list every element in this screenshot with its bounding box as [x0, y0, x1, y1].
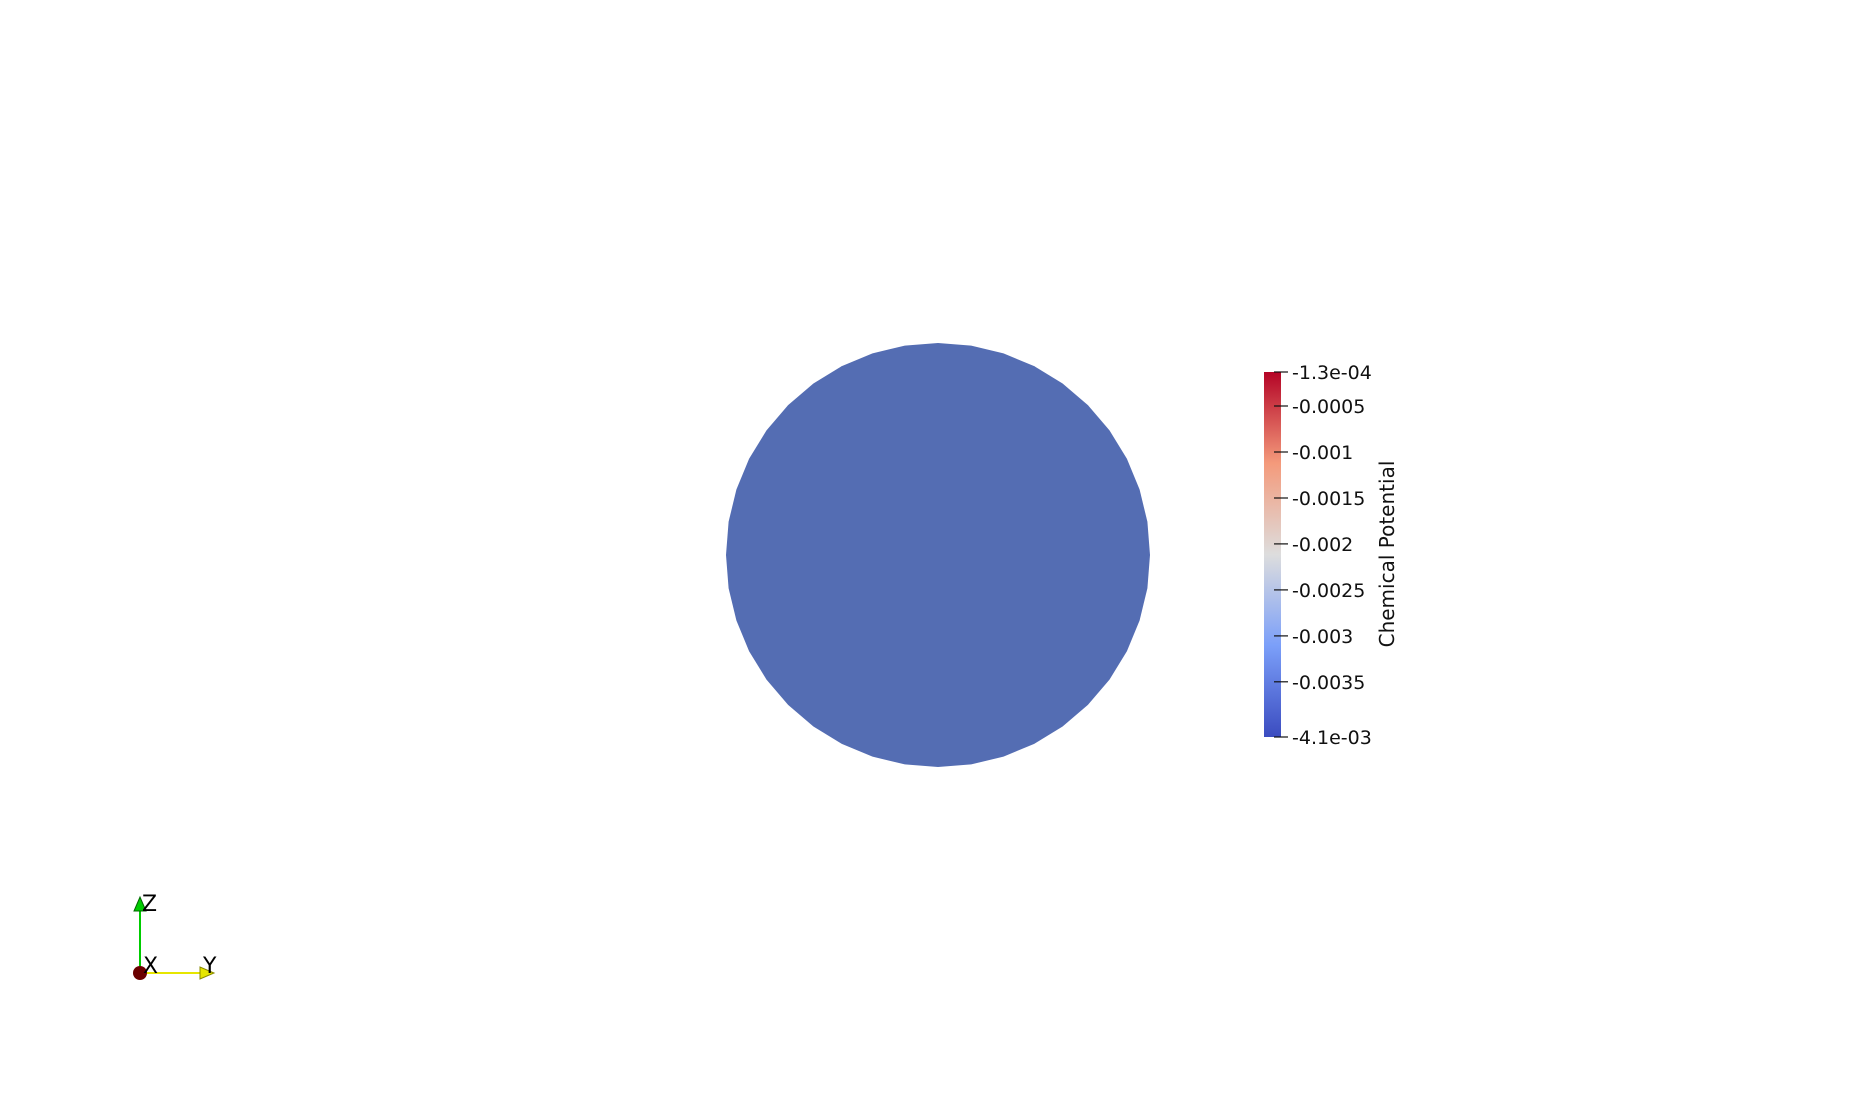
colorbar-ticks: -1.3e-04 -0.0005 -0.001 -0.0015 -0.002 -0.002… [1274, 362, 1372, 749]
colorbar-title: Chemical Potential [1375, 461, 1399, 648]
x-axis-dot-icon [133, 966, 147, 980]
colorbar-legend: -1.3e-04 -0.0005 -0.001 -0.0015 -0.002 -0.002… [1264, 362, 1399, 749]
colorbar-tick-label: -0.001 [1292, 442, 1353, 464]
orientation-axes-widget: Z X Y [133, 892, 217, 980]
colorbar-tick-label: -1.3e-04 [1292, 362, 1372, 384]
colorbar-tick-label: -0.0005 [1292, 396, 1365, 418]
z-axis-arrow-icon [133, 895, 147, 912]
colorbar-gradient [1264, 372, 1281, 737]
y-axis-label: Y [202, 954, 217, 979]
colorbar-tick-label: -0.0015 [1292, 488, 1365, 510]
colorbar-tick-label: -0.0025 [1292, 580, 1365, 602]
rendered-surface[interactable] [726, 343, 1150, 767]
colorbar-tick-label: -0.0035 [1292, 672, 1365, 694]
x-axis-label: X [143, 954, 158, 979]
colorbar-tick-label: -0.003 [1292, 626, 1353, 648]
y-axis-arrow-icon [199, 966, 216, 980]
colorbar-tick-label: -4.1e-03 [1292, 727, 1372, 749]
z-axis-label: Z [142, 892, 157, 917]
colorbar-tick-label: -0.002 [1292, 534, 1353, 556]
